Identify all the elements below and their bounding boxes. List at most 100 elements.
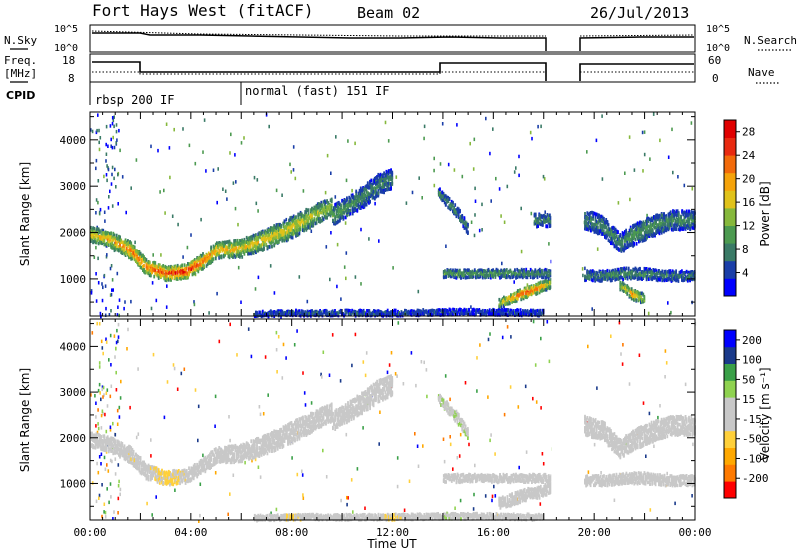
power-cell [654,221,656,226]
power-cell [333,207,335,211]
power-cell [478,268,481,273]
power-cell [142,253,144,258]
power-cell [224,250,226,254]
power-cell [234,243,237,247]
power-cell [113,243,116,248]
power-cell [285,226,288,230]
power-cell [670,310,672,315]
power-cell [633,273,636,278]
power-cell [336,242,339,247]
power-cell [463,268,466,272]
power-cell [196,259,199,263]
power-cell [457,272,460,276]
power-cell [294,176,297,181]
power-cell [384,177,387,182]
power-cell [512,299,515,303]
power-cell [273,310,276,314]
power-cell [330,171,332,175]
power-cell [369,199,371,204]
power-cell [163,267,166,272]
power-cell [550,285,552,289]
power-cell [641,239,644,243]
power-cell [673,223,675,227]
power-cell [292,218,295,222]
power-cell [617,271,620,275]
power-cell [516,267,519,272]
power-cell [671,127,673,132]
power-cell [152,267,154,272]
power-cell [609,278,612,283]
power-cell [540,124,542,129]
power-cell [321,217,324,222]
power-cell [468,275,470,280]
power-cell [633,295,635,300]
power-cell [681,275,683,279]
power-cell [688,217,690,222]
power-cell [156,266,159,270]
power-cell [117,202,119,206]
power-cell [611,272,613,276]
power-cell [375,186,377,191]
power-cell [511,275,514,279]
power-cell [220,246,223,251]
power-cell [659,271,661,276]
power-cell [442,191,445,196]
power-cell [641,298,643,302]
power-cell [515,166,517,170]
power-cell [490,199,492,203]
power-cell [630,290,633,294]
power-cell [299,227,302,232]
power-cell [453,168,456,172]
power-cell [279,233,281,237]
power-cell [271,232,273,236]
power-cell [174,266,177,270]
power-cell [509,268,512,273]
power-cell [500,214,502,218]
power-cell [689,227,692,231]
power-cell [631,239,633,243]
power-cell [684,215,687,219]
power-cell [318,205,320,210]
power-cell [463,274,466,278]
power-cell [157,276,160,280]
power-cell [280,235,282,240]
power-cell [129,245,131,249]
power-cell [185,273,188,277]
power-cell [541,223,544,227]
power-cell [148,273,151,278]
power-cell [185,264,188,268]
power-cell [655,213,657,218]
power-cell [621,231,624,235]
power-cell [90,225,92,230]
power-cell [315,217,318,222]
power-cell [592,214,595,218]
power-cell [470,274,473,279]
power-cell [624,267,627,272]
power-cell [685,225,688,229]
power-cell [654,268,657,272]
power-cell [310,215,312,220]
power-cell [677,222,680,227]
power-cell [295,228,297,233]
power-cell [305,207,308,212]
power-cell [113,145,116,150]
power-cell [202,252,204,256]
power-cell [646,226,648,230]
power-cell [316,204,319,209]
power-cell [188,262,190,266]
power-cell [340,203,342,208]
power-cell [326,205,328,209]
power-cell [267,233,270,238]
power-cell [385,169,388,174]
power-cell [177,222,179,227]
power-cell [288,224,290,229]
power-cell [311,206,313,211]
power-cell [218,250,221,255]
power-cell [453,206,455,210]
power-cell [273,224,276,228]
power-cell [380,173,383,178]
power-cell [299,210,302,215]
power-cell [614,268,617,272]
power-cell [683,276,686,281]
power-cell [98,128,100,133]
